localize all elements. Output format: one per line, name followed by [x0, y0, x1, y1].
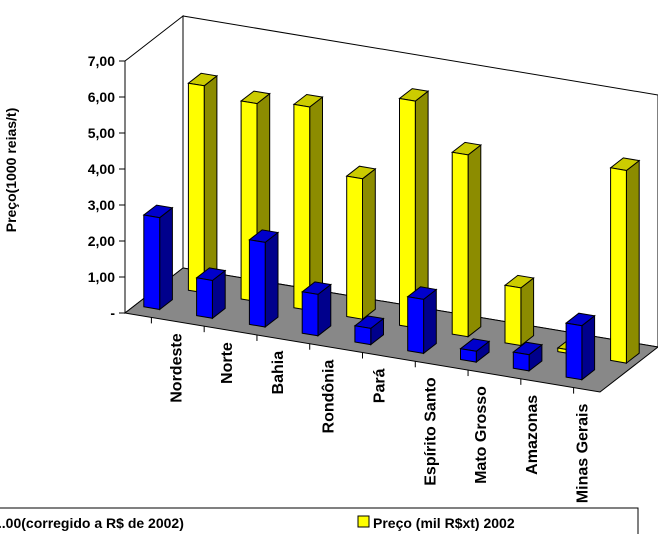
y-tick-label: 5,00	[88, 125, 115, 141]
y-tick-label: -	[110, 305, 115, 321]
legend-swatch-series-2	[357, 515, 370, 528]
x-tick-label: Amazonas	[524, 395, 541, 475]
bar-series-2	[450, 141, 483, 338]
y-tick-label: 4,00	[88, 161, 115, 177]
y-axis-label: Preço(1000 reias/t)	[3, 108, 19, 233]
legend-box	[0, 507, 639, 534]
bar-series-2	[187, 72, 219, 294]
legend-label-series-1: ...00(corregido a R$ de 2002)	[0, 515, 184, 531]
y-tick-label: 6,00	[88, 89, 115, 105]
y-tick-label: 7,00	[88, 53, 115, 69]
x-axis-labels: Nordeste Norte Bahia Rondônia Pará Espírito S…	[150, 317, 592, 504]
bar-series-1	[406, 286, 438, 355]
bars	[142, 72, 641, 381]
bar-series-1	[353, 315, 385, 346]
x-tick-label: Pará	[372, 368, 389, 403]
x-tick-label: Bahia	[270, 351, 287, 395]
y-tick-label: 1,00	[88, 269, 115, 285]
x-tick-label: Mato Grosso	[473, 386, 490, 484]
x-tick-label: Nordeste	[168, 333, 185, 402]
y-tick-label: 2,00	[88, 233, 115, 249]
x-tick-label: Espírito Santo	[422, 377, 439, 486]
bar-series-2	[345, 165, 377, 321]
bar-series-2	[292, 93, 324, 312]
x-tick-label: Rondônia	[321, 360, 338, 434]
bar-series-1	[300, 281, 333, 337]
y-tick-label: 3,00	[88, 197, 115, 213]
y-axis: - 1,00 2,00 3,00 4,00 5,00 6,00 7,00	[88, 53, 126, 321]
bar-series-1	[142, 204, 174, 311]
bar-series-1	[564, 312, 596, 381]
bar-series-1	[459, 338, 491, 364]
bar-series-2	[609, 157, 641, 365]
bar-series-1	[195, 267, 227, 320]
bar-series-2	[503, 274, 535, 347]
x-tick-label: Norte	[219, 342, 236, 384]
bar-series-1	[248, 229, 280, 329]
legend: ...00(corregido a R$ de 2002) Preço (mil…	[0, 507, 639, 534]
legend-label-series-2: Preço (mil R$xt) 2002	[373, 515, 515, 531]
x-tick-label: Minas Gerais	[575, 404, 592, 504]
bar-series-1	[512, 341, 544, 372]
